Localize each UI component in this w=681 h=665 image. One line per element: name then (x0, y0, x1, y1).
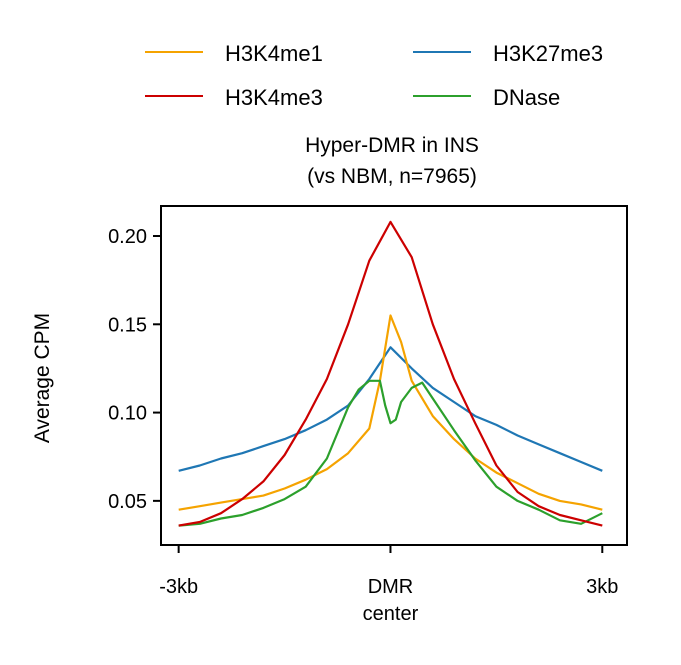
x-tick-label: 3kb (586, 576, 618, 598)
chart-subtitle: (vs NBM, n=7965) (307, 165, 477, 188)
plot-lines (178, 220, 603, 527)
series-line-h3k4me3 (178, 220, 603, 527)
y-tick-label: 0.20 (108, 226, 147, 248)
x-tick-label: -3kb (159, 576, 198, 598)
series-line-dnase (178, 379, 603, 527)
x-tick-label: DMR (368, 576, 414, 598)
series-line-h3k27me3 (178, 346, 603, 472)
y-tick-label: 0.15 (108, 314, 147, 336)
y-tick-label: 0.05 (108, 491, 147, 513)
plot-frame (160, 205, 628, 546)
y-tick-label: 0.10 (108, 403, 147, 425)
legend-label-h3k4me1: H3K4me1 (225, 41, 323, 66)
x-tick-label: center (363, 603, 419, 625)
chart-title: Hyper-DMR in INS (305, 134, 479, 157)
legend-label-dnase: DNase (493, 85, 560, 110)
y-axis-label: Average CPM (31, 313, 54, 443)
axes: 0.05 0.10 0.15 0.20 -3kb DMR center 3kb (108, 205, 628, 625)
series-line-h3k4me1 (178, 314, 603, 511)
legend-label-h3k27me3: H3K27me3 (493, 41, 603, 66)
legend: H3K4me1 H3K4me3 H3K27me3 DNase (145, 41, 603, 110)
legend-label-h3k4me3: H3K4me3 (225, 85, 323, 110)
